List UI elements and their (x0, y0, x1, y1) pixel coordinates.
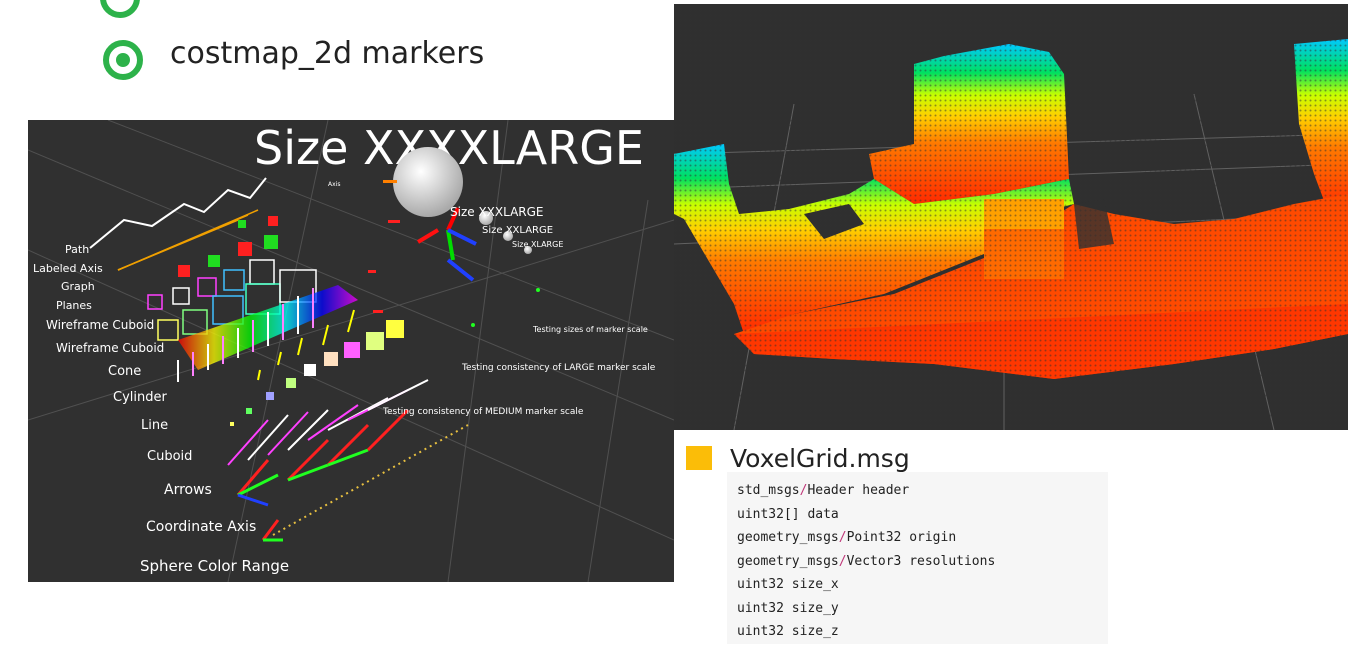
bullet-ring-icon (103, 40, 143, 80)
bullet-square-icon (686, 446, 712, 470)
code-line: uint32[] data (737, 506, 839, 522)
label-wireframe-cuboid-1: Wireframe Cuboid (46, 318, 154, 332)
size-sphere-xxxlarge (479, 211, 493, 225)
bullet-dot (116, 53, 130, 67)
size-label-xxxlarge: Size XXXLARGE (450, 205, 544, 219)
size-sphere-xlarge (524, 246, 532, 254)
code-line: geometry_msgs/Point32 origin (737, 530, 957, 545)
label-coordinate-axis: Coordinate Axis (146, 519, 256, 535)
code-line: uint32 size_y (737, 600, 839, 616)
label-cone: Cone (108, 364, 141, 379)
label-path: Path (65, 243, 89, 256)
size-sphere-xxxxlarge (393, 147, 463, 217)
axis-small-label: Axis (328, 181, 340, 188)
label-labeled-axis: Labeled Axis (33, 262, 103, 275)
rviz-scene: Size XXXXLARGE (28, 120, 674, 582)
label-cylinder: Cylinder (113, 390, 167, 405)
label-arrows: Arrows (164, 482, 212, 498)
code-block: std_msgs/Header header uint32[] data geo… (727, 472, 1108, 644)
code-line: uint32 size_z (737, 624, 839, 639)
size-sphere-xxlarge (503, 231, 513, 241)
code-line: std_msgs/Header header (737, 483, 910, 498)
label-sphere-color-range: Sphere Color Range (140, 557, 289, 575)
code-line: uint32 size_x (737, 577, 839, 592)
test-label-large: Testing consistency of LARGE marker scal… (461, 363, 656, 373)
test-label-sizes: Testing sizes of marker scale (532, 325, 648, 334)
voxel-grid-title: VoxelGrid.msg (730, 444, 910, 473)
pointcloud-scene (674, 4, 1348, 430)
label-graph: Graph (61, 280, 95, 293)
pointcloud-screenshot (674, 4, 1348, 430)
label-planes: Planes (56, 299, 92, 312)
test-label-medium: Testing consistency of MEDIUM marker sca… (382, 407, 584, 417)
rviz-marker-screenshot: Size XXXXLARGE (28, 120, 674, 582)
label-wireframe-cuboid-2: Wireframe Cuboid (56, 341, 164, 355)
label-line: Line (141, 418, 168, 433)
label-cuboid: Cuboid (147, 449, 192, 464)
code-line: geometry_msgs/Vector3 resolutions (737, 553, 996, 569)
section-title: costmap_2d markers (170, 36, 485, 71)
size-label-xxlarge: Size XXLARGE (482, 225, 553, 236)
size-label-xlarge: Size XLARGE (512, 240, 563, 249)
bullet-ring-icon (100, 0, 140, 18)
